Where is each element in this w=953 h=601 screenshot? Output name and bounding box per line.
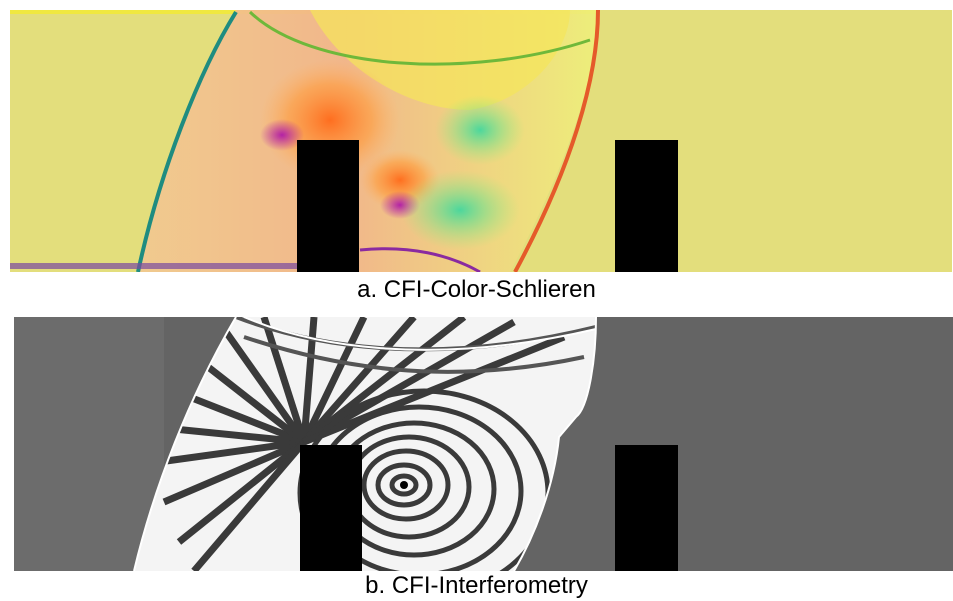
caption-color-schlieren: a. CFI-Color-Schlieren [357, 276, 596, 303]
obstacle-right [615, 140, 678, 272]
obstacle-left [300, 445, 362, 571]
obstacle-left [297, 140, 359, 272]
color-schlieren-image [10, 10, 952, 272]
caption-interferometry: b. CFI-Interferometry [365, 572, 588, 599]
interferometry-image [14, 317, 953, 571]
obstacle-right [615, 445, 678, 571]
